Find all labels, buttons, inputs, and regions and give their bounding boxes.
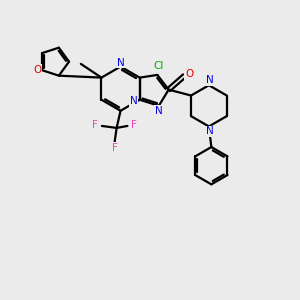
Text: O: O xyxy=(185,69,194,79)
Text: N: N xyxy=(155,106,163,116)
Text: N: N xyxy=(206,75,214,85)
Text: O: O xyxy=(33,65,42,75)
Text: N: N xyxy=(206,126,214,136)
Text: N: N xyxy=(130,96,138,106)
Text: N: N xyxy=(117,58,124,68)
Text: F: F xyxy=(112,143,118,153)
Text: F: F xyxy=(131,121,137,130)
Text: F: F xyxy=(92,121,98,130)
Text: Cl: Cl xyxy=(153,61,164,71)
